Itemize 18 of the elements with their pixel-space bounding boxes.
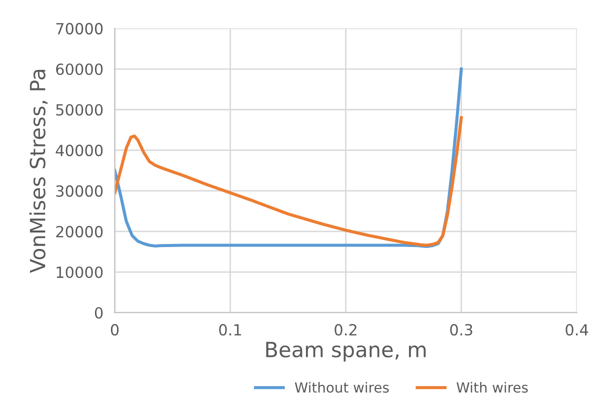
y-axis-title: VonMises Stress, Pa (29, 70, 48, 273)
y-tick-label: 0 (94, 307, 103, 319)
x-tick-label: 0.1 (219, 324, 242, 336)
y-tick-label: 70000 (56, 22, 103, 34)
x-tick-label: 0 (110, 324, 119, 336)
y-tick-label: 20000 (56, 226, 103, 238)
y-tick-label: 30000 (56, 185, 103, 197)
line-series (114, 116, 463, 247)
y-tick-label: 10000 (56, 266, 103, 278)
y-tick-label: 60000 (56, 63, 103, 76)
x-tick-label: 0.4 (566, 324, 588, 336)
x-tick-label: 0.3 (450, 324, 472, 336)
legend-label: Without wires (294, 382, 389, 393)
y-tick-label: 40000 (56, 144, 103, 156)
legend-label: With wires (456, 382, 528, 393)
x-axis-title: Beam spane, m (266, 342, 426, 362)
y-tick-label: 50000 (56, 104, 103, 116)
x-tick-label: 0.2 (334, 324, 356, 336)
